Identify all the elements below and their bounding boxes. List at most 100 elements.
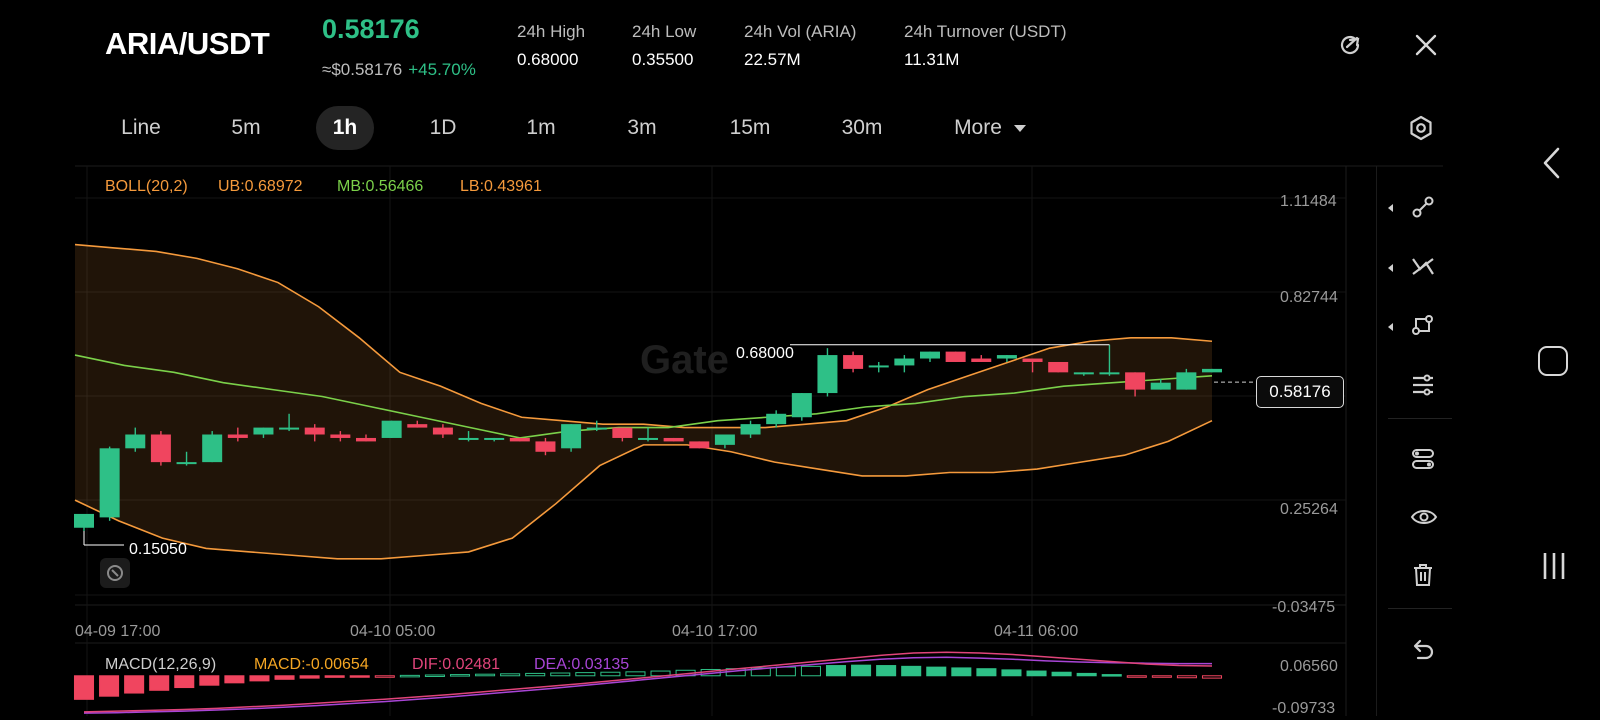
toolbar-divider (1388, 608, 1452, 609)
macd-histogram-bar (124, 675, 145, 694)
candle-body (638, 437, 658, 440)
visibility-eye-icon[interactable] (1410, 504, 1438, 535)
candle (1202, 368, 1222, 373)
back-nav-icon[interactable] (1540, 146, 1564, 185)
candle-body (202, 434, 223, 463)
stat-low-value: 0.35500 (632, 50, 694, 69)
refresh-icon[interactable] (1337, 32, 1363, 58)
expand-caret-icon[interactable] (1388, 323, 1393, 331)
shape-tool-icon[interactable] (1410, 312, 1436, 343)
chart-settings-icon[interactable] (1407, 114, 1435, 142)
candle (766, 410, 787, 428)
candle (689, 441, 710, 449)
tab-more[interactable]: More (954, 116, 1002, 139)
candle-body (714, 434, 735, 445)
tab-15m[interactable]: 15m (729, 116, 771, 139)
macd-histogram-bar (299, 675, 320, 679)
candle-body (99, 448, 120, 518)
close-icon[interactable] (1414, 33, 1438, 57)
candle (1150, 379, 1171, 390)
macd-histogram-bar (1076, 672, 1097, 677)
candle (99, 446, 120, 521)
boll-band-fill (75, 244, 1212, 559)
candle (407, 420, 428, 428)
candle (356, 434, 376, 442)
candle-body (689, 441, 710, 449)
candle (125, 427, 146, 452)
tab-1h[interactable]: 1h (316, 106, 374, 150)
candle (458, 431, 479, 442)
candle-body (1202, 368, 1222, 373)
bollinger-bands (74, 243, 1213, 560)
boll-upper-line (74, 243, 1213, 429)
reset-icon (107, 565, 123, 581)
boll-legend-name: BOLL(20,2) (105, 178, 188, 195)
candle (1125, 372, 1146, 397)
macd-histogram-bar (625, 671, 646, 677)
stat-turnover-label: 24h Turnover (USDT) (904, 22, 1067, 41)
macd-histogram-bar (851, 664, 872, 677)
low-price-callout: 0.15050 (129, 541, 187, 558)
candle (843, 351, 864, 373)
candle (202, 431, 223, 463)
macd-legend-macd: MACD:-0.00654 (254, 656, 369, 673)
fiat-price: ≈$0.58176 (322, 60, 403, 79)
macd-histogram-bar (1101, 674, 1122, 677)
last-price: 0.58176 (322, 14, 420, 44)
tab-5m[interactable]: 5m (231, 116, 261, 139)
candle-body (791, 393, 812, 418)
chevron-down-icon[interactable] (1014, 125, 1026, 132)
trash-icon[interactable] (1410, 562, 1436, 593)
drawing-toolbar (1376, 166, 1474, 716)
undo-icon[interactable] (1410, 638, 1436, 669)
macd-histogram-bar (99, 675, 120, 697)
time-tick: 04-09 17:00 (75, 623, 161, 640)
home-nav-icon[interactable] (1538, 346, 1568, 376)
macd-tick: 0.06560 (1280, 658, 1338, 675)
indicator-toggle-icon[interactable] (1410, 446, 1436, 477)
trend-tool-icon[interactable] (1410, 254, 1436, 285)
candle-body (1073, 372, 1094, 375)
candle-body (1022, 358, 1043, 362)
price-tick: 0.25264 (1280, 501, 1338, 518)
macd-histogram-bar (825, 665, 847, 677)
tab-3m[interactable]: 3m (627, 116, 657, 139)
candle (227, 427, 248, 442)
macd-histogram-bar (149, 675, 170, 691)
tab-30m[interactable]: 30m (841, 116, 883, 139)
expand-caret-icon[interactable] (1388, 204, 1393, 212)
recents-nav-icon[interactable] (1541, 551, 1567, 586)
expand-caret-icon[interactable] (1388, 264, 1393, 272)
chart-reset-button[interactable] (100, 558, 130, 588)
tab-1m[interactable]: 1m (526, 116, 556, 139)
macd-histogram-bar (174, 675, 195, 689)
settings-sliders-icon[interactable] (1410, 372, 1436, 403)
candle (1048, 361, 1069, 373)
candle (868, 361, 889, 373)
drawing-line-icon[interactable] (1410, 194, 1436, 225)
macd-histogram-bar (951, 667, 972, 677)
tab-line[interactable]: Line (121, 116, 161, 139)
candle-body (612, 427, 633, 438)
candle-body (894, 358, 915, 366)
candle-body (561, 424, 582, 449)
candle (817, 348, 838, 397)
macd-histogram-bar (750, 667, 771, 677)
candle-body (279, 427, 300, 430)
fiat-price-row: ≈$0.58176 +45.70% (322, 60, 476, 80)
tab-1d[interactable]: 1D (429, 116, 457, 139)
chart-grid (75, 165, 1443, 716)
time-tick: 04-10 05:00 (350, 623, 436, 640)
candle-body (766, 413, 787, 425)
candle-body (971, 358, 992, 362)
boll-lower-line (74, 419, 1213, 560)
candle (586, 420, 607, 432)
candle-body (920, 351, 940, 359)
candle (253, 427, 274, 438)
candle-body (1048, 361, 1069, 373)
candle-body (1150, 382, 1171, 390)
candle (996, 355, 1017, 362)
candle-body (381, 420, 402, 438)
candle-body (432, 427, 453, 435)
